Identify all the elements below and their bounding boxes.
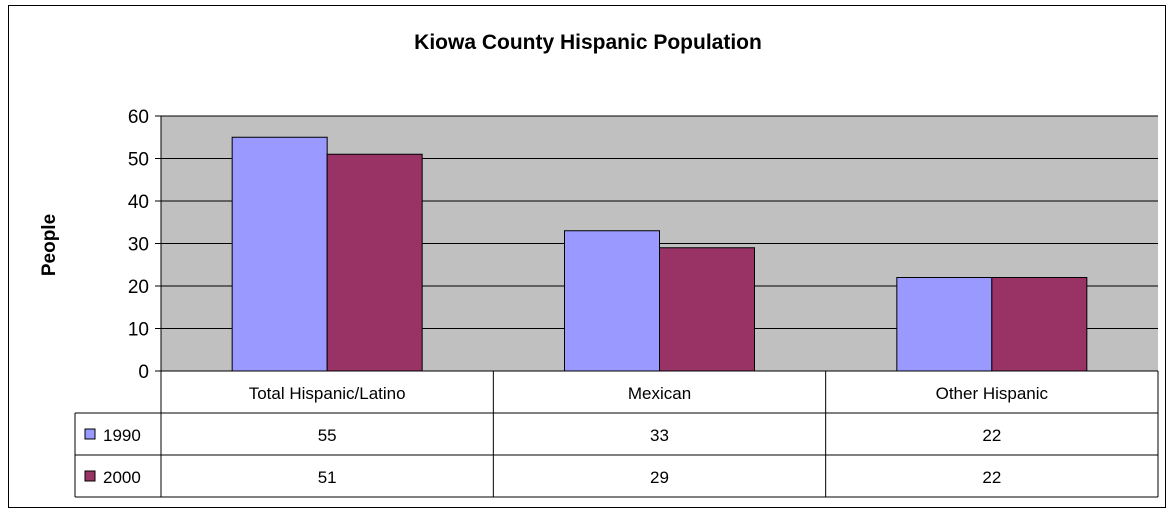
legend-label: 1990 — [103, 426, 141, 445]
y-tick-label: 20 — [128, 277, 149, 298]
bar-2000 — [659, 247, 755, 372]
bar-2000 — [326, 153, 423, 372]
y-tick-label: 60 — [128, 107, 149, 128]
y-tick-label: 50 — [128, 150, 149, 171]
data-table: Total Hispanic/Latino Mexican Other Hispan… — [74, 371, 1159, 498]
y-tick-label: 40 — [128, 192, 149, 213]
legend-swatch-1990 — [84, 428, 96, 440]
data-label: 55 — [318, 426, 337, 445]
bar-1990 — [896, 277, 993, 372]
x-category-label: Mexican — [628, 384, 691, 403]
y-tick-label: 10 — [128, 320, 149, 341]
legend-label: 2000 — [103, 468, 141, 487]
bar-1990 — [231, 136, 328, 372]
data-label: 22 — [982, 468, 1001, 487]
bar-2000 — [991, 277, 1088, 372]
x-category-label: Other Hispanic — [936, 384, 1049, 403]
chart-title: Kiowa County Hispanic Population — [414, 31, 762, 54]
y-tick-label: 30 — [128, 235, 149, 256]
data-label: 33 — [650, 426, 669, 445]
x-category-label: Total Hispanic/Latino — [249, 384, 406, 403]
data-label: 51 — [318, 468, 337, 487]
y-axis-label: People — [39, 214, 60, 276]
data-label: 29 — [650, 468, 669, 487]
y-tick-label: 0 — [138, 362, 149, 383]
plot-area: 0 10 20 30 40 50 60 — [128, 107, 1158, 383]
legend-swatch-2000 — [84, 470, 96, 482]
bar-1990 — [564, 230, 660, 372]
data-label: 22 — [982, 426, 1001, 445]
